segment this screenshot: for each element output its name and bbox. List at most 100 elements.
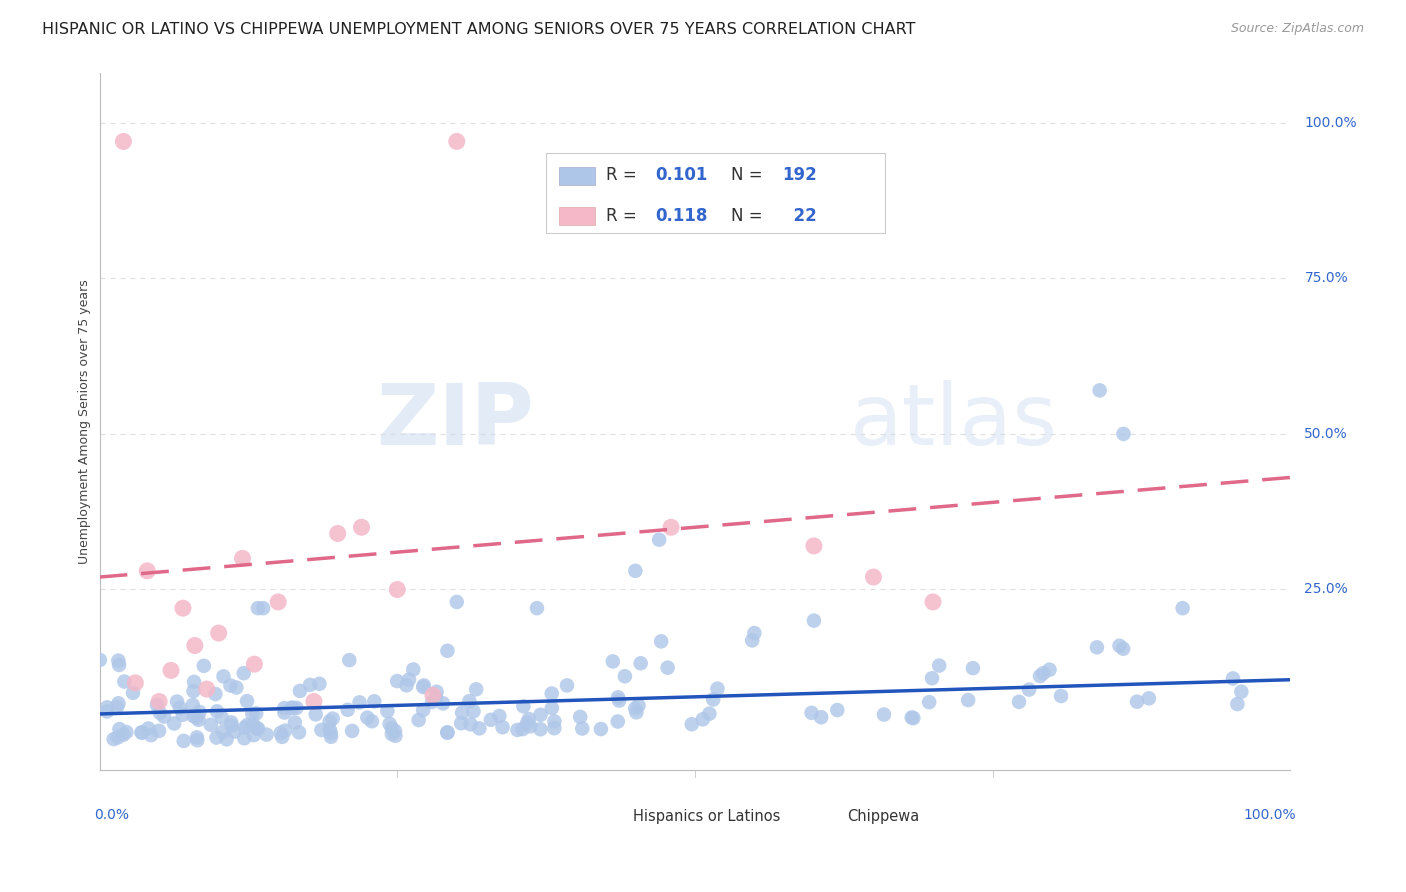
Point (112, 135, 135, 149)
Point (543, 714, 565, 729)
Point (624, 701, 647, 715)
Point (89, 653, 111, 667)
Point (1171, 601, 1194, 615)
Point (512, 699, 534, 714)
Point (606, 714, 628, 729)
Point (195, 681, 218, 696)
Point (149, 706, 172, 720)
Point (112, 674, 135, 689)
Point (256, 728, 278, 742)
Point (657, 661, 679, 675)
Point (131, 725, 153, 739)
Point (219, 678, 242, 692)
Point (425, 690, 447, 705)
Point (186, 711, 208, 725)
Text: Source: ZipAtlas.com: Source: ZipAtlas.com (1230, 22, 1364, 36)
Point (302, 694, 325, 708)
Text: Hispanics or Latinos: Hispanics or Latinos (633, 809, 780, 824)
Point (1226, 697, 1249, 711)
Point (465, 682, 488, 697)
Point (402, 663, 425, 677)
Point (1050, 689, 1073, 703)
Point (803, 614, 825, 628)
Point (395, 678, 418, 692)
Point (432, 697, 454, 711)
Point (1088, 384, 1111, 398)
Point (555, 678, 578, 692)
Text: 0.118: 0.118 (655, 207, 709, 225)
Point (541, 701, 564, 715)
FancyBboxPatch shape (560, 167, 595, 185)
Point (375, 704, 398, 718)
Point (236, 694, 259, 708)
Point (589, 722, 612, 736)
Point (741, 633, 763, 648)
Text: N =: N = (731, 167, 768, 185)
Point (219, 715, 242, 730)
Point (543, 721, 565, 735)
Point (381, 721, 404, 735)
Point (436, 725, 458, 739)
Point (491, 720, 513, 734)
Point (153, 709, 176, 723)
Point (240, 706, 263, 721)
Point (146, 698, 169, 712)
Point (607, 693, 630, 707)
Point (387, 582, 409, 597)
Point (681, 717, 703, 731)
Point (803, 539, 825, 553)
Text: N =: N = (731, 207, 768, 225)
Point (271, 730, 294, 744)
Point (247, 722, 270, 736)
Point (1112, 641, 1135, 656)
Point (243, 657, 266, 672)
Point (873, 707, 896, 722)
Point (506, 723, 529, 737)
Point (1112, 426, 1135, 441)
Point (305, 707, 328, 722)
Point (488, 709, 510, 723)
Point (827, 703, 849, 717)
Point (460, 717, 482, 731)
Point (918, 695, 941, 709)
Point (232, 666, 254, 681)
Point (422, 688, 444, 702)
Point (463, 704, 485, 718)
Y-axis label: Unemployment Among Seniors over 75 years: Unemployment Among Seniors over 75 years (79, 279, 91, 564)
Point (922, 595, 945, 609)
Point (208, 626, 231, 640)
Point (115, 725, 138, 739)
Text: 100.0%: 100.0% (1243, 808, 1296, 822)
Point (319, 726, 342, 740)
Point (186, 733, 208, 747)
Point (108, 722, 131, 736)
Point (385, 674, 408, 689)
Point (630, 657, 652, 671)
Point (426, 685, 449, 699)
Point (188, 705, 211, 719)
Point (408, 713, 430, 727)
FancyBboxPatch shape (546, 153, 886, 234)
Point (221, 718, 243, 732)
Point (648, 533, 671, 547)
Point (96, 700, 118, 714)
Point (458, 694, 481, 708)
Point (285, 701, 308, 715)
Point (107, 654, 129, 668)
Point (319, 730, 342, 744)
Point (962, 661, 984, 675)
Point (242, 717, 264, 731)
Point (274, 723, 297, 738)
Point (187, 713, 209, 727)
Point (288, 684, 311, 698)
Point (183, 709, 205, 723)
Point (412, 703, 434, 717)
Point (122, 686, 145, 700)
FancyBboxPatch shape (592, 811, 628, 827)
Point (267, 595, 290, 609)
Point (350, 520, 373, 534)
Point (571, 722, 593, 736)
Point (626, 706, 648, 720)
Point (211, 710, 233, 724)
Point (273, 706, 295, 720)
